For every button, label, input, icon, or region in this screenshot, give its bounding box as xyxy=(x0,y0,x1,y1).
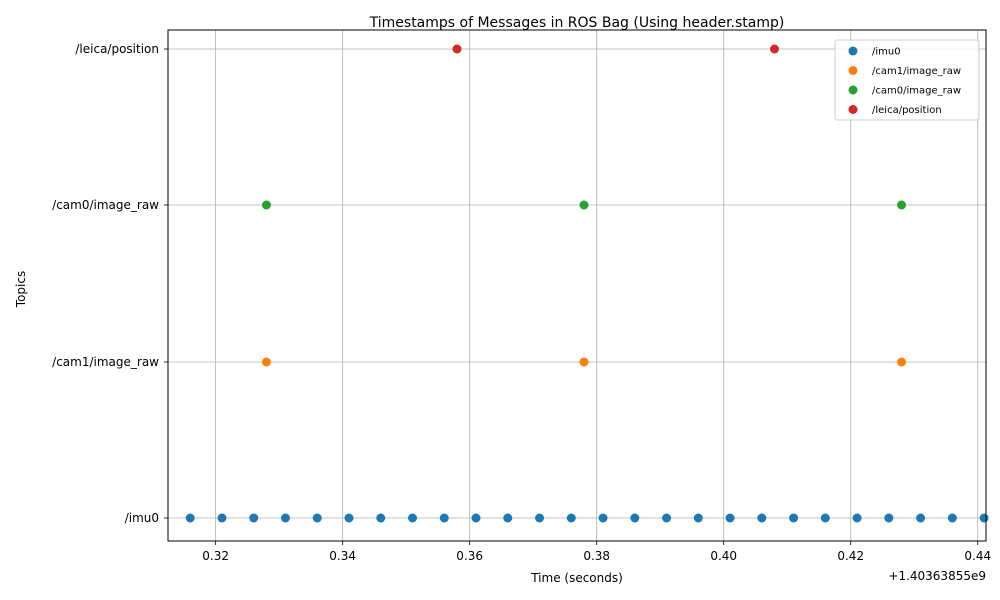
y-axis-ticks: /imu0/cam1/image_raw/cam0/image_raw/leic… xyxy=(52,42,168,525)
data-point xyxy=(947,513,957,523)
data-point xyxy=(261,200,271,210)
data-point xyxy=(249,513,259,523)
data-point xyxy=(344,513,354,523)
y-tick-label: /cam1/image_raw xyxy=(52,355,159,369)
legend-label: /cam1/image_raw xyxy=(872,66,961,77)
data-point xyxy=(312,513,322,523)
data-point xyxy=(579,357,589,367)
data-point xyxy=(884,513,894,523)
data-point xyxy=(408,513,418,523)
data-point xyxy=(630,513,640,523)
x-tick-label: 0.44 xyxy=(964,549,991,563)
legend-marker xyxy=(848,46,858,56)
legend-box xyxy=(834,39,980,121)
x-tick-label: 0.32 xyxy=(202,549,229,563)
y-tick-label: /cam0/image_raw xyxy=(52,198,159,212)
data-point xyxy=(598,513,608,523)
data-point xyxy=(566,513,576,523)
data-point xyxy=(503,513,513,523)
data-point xyxy=(452,44,462,54)
data-point xyxy=(789,513,799,523)
data-point xyxy=(579,200,589,210)
plot-frame xyxy=(167,29,987,542)
x-axis-offset-label: +1.40363855e9 xyxy=(888,569,986,583)
legend-label: /cam0/image_raw xyxy=(872,86,961,97)
x-axis-label: Time (seconds) xyxy=(530,571,623,585)
data-point xyxy=(770,44,780,54)
legend-marker xyxy=(848,105,858,114)
x-tick-label: 0.36 xyxy=(456,549,483,563)
y-axis-label: Topics xyxy=(14,271,28,308)
chart-title: Timestamps of Messages in ROS Bag (Using… xyxy=(369,15,785,31)
data-point xyxy=(979,513,989,523)
data-point xyxy=(471,513,481,523)
data-point xyxy=(852,513,862,523)
data-points xyxy=(185,44,989,523)
data-point xyxy=(439,513,449,523)
y-tick-label: /leica/position xyxy=(75,42,159,56)
legend-label: /leica/position xyxy=(872,105,942,116)
data-point xyxy=(916,513,926,523)
data-point xyxy=(820,513,830,523)
data-point xyxy=(376,513,386,523)
x-tick-label: 0.40 xyxy=(710,549,737,563)
data-point xyxy=(280,513,290,523)
data-point xyxy=(261,357,271,367)
legend-label: /imu0 xyxy=(872,47,901,58)
x-tick-label: 0.34 xyxy=(329,549,356,563)
data-point xyxy=(693,513,703,523)
x-tick-label: 0.38 xyxy=(583,549,610,563)
data-point xyxy=(185,513,195,523)
legend: /imu0/cam1/image_raw/cam0/image_raw/leic… xyxy=(834,39,980,121)
data-point xyxy=(897,357,907,367)
data-point xyxy=(662,513,672,523)
y-tick-label: /imu0 xyxy=(125,511,159,525)
data-point xyxy=(217,513,227,523)
data-point xyxy=(757,513,767,523)
x-axis-ticks: 0.32 0.34 0.36 0.38 0.40 0.42 0.44 xyxy=(202,541,991,563)
data-point xyxy=(725,513,735,523)
legend-marker xyxy=(848,85,858,95)
x-tick-label: 0.42 xyxy=(837,549,864,563)
data-point xyxy=(535,513,545,523)
legend-marker xyxy=(848,66,858,75)
data-point xyxy=(897,200,907,210)
